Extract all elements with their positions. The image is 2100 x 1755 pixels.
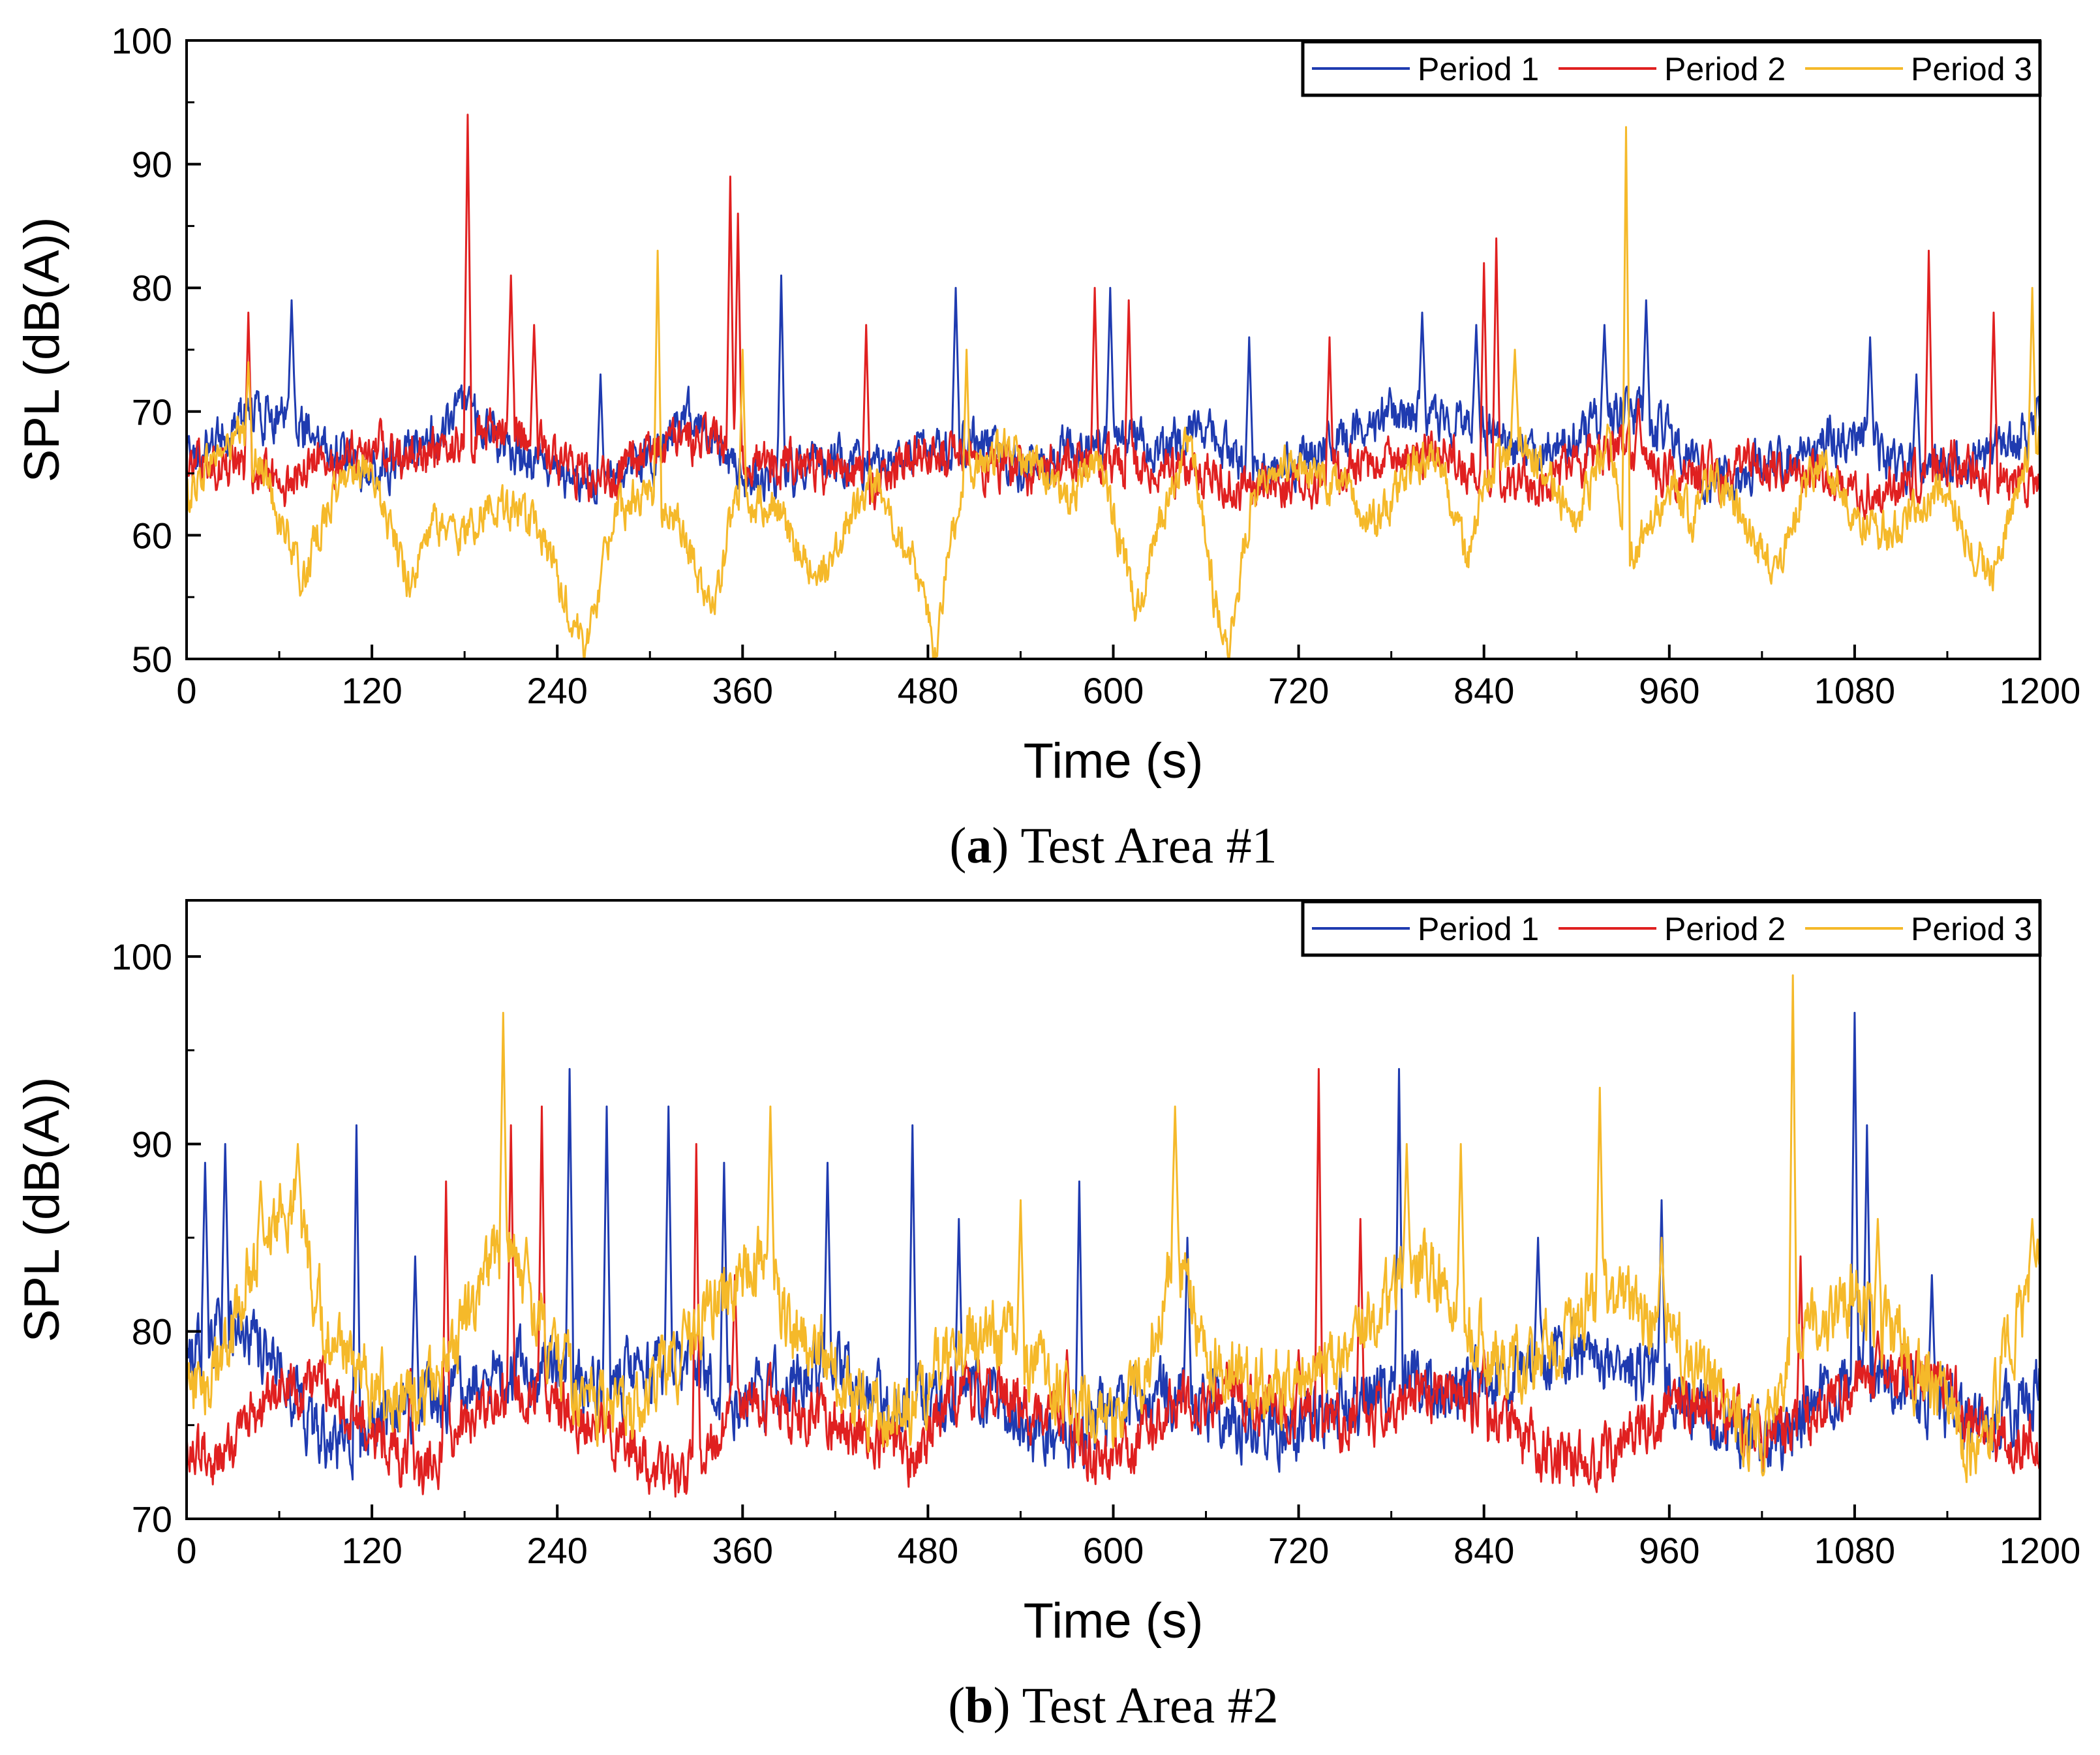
x-tick-label: 120 — [341, 670, 402, 711]
y-tick-label: 60 — [132, 515, 172, 556]
legend-box — [1301, 40, 2042, 97]
y-tick-label: 50 — [132, 639, 172, 680]
chart-panel-b: 0 120 240 360 480 600 720 840 960 1080 1200 70 80 90 1… — [14, 899, 2081, 1733]
x-tick-label: 600 — [1083, 1530, 1144, 1571]
legend-label-period-1: Period 1 — [1418, 911, 1539, 947]
panel-letter: a — [966, 817, 992, 874]
panel-letter: b — [965, 1677, 993, 1733]
x-axis-title: Time (s) — [1024, 733, 1204, 789]
x-tick-label: 0 — [176, 1530, 196, 1571]
series-line-period-3 — [187, 126, 2040, 659]
x-axis-title: Time (s) — [1024, 1593, 1204, 1649]
legend-label-period-2: Period 2 — [1664, 51, 1786, 87]
x-tick-label: 120 — [341, 1530, 402, 1571]
y-tick-label: 90 — [132, 1123, 172, 1165]
y-tick-label: 90 — [132, 144, 172, 185]
legend-label-period-2: Period 2 — [1664, 911, 1786, 947]
x-tick-label: 360 — [712, 670, 773, 711]
x-tick-label: 600 — [1083, 670, 1144, 711]
legend-label-period-1: Period 1 — [1418, 51, 1539, 87]
panel-caption-text: Test Area #1 — [1020, 817, 1277, 874]
y-tick-label: 80 — [132, 1311, 172, 1352]
x-tick-label: 840 — [1453, 670, 1514, 711]
x-tick-label: 360 — [712, 1530, 773, 1571]
x-tick-label: 240 — [526, 670, 587, 711]
y-axis-title: SPL (dB(A)) — [14, 217, 70, 483]
x-tick-label: 1080 — [1814, 670, 1896, 711]
x-tick-label: 1200 — [2000, 670, 2081, 711]
y-tick-label: 80 — [132, 267, 172, 309]
plot-area — [187, 114, 2040, 659]
x-tick-label: 1200 — [2000, 1530, 2081, 1571]
legend: Period 1 Period 2 Period 3 — [1301, 40, 2042, 97]
x-tick-label: 480 — [898, 1530, 958, 1571]
y-tick-label: 70 — [132, 1499, 172, 1540]
legend-box — [1301, 900, 2042, 957]
x-tick-label: 840 — [1453, 1530, 1514, 1571]
x-tick-label: 480 — [898, 670, 958, 711]
y-tick-label: 70 — [132, 391, 172, 433]
plot-area — [187, 974, 2040, 1498]
y-tick-label: 100 — [112, 936, 172, 977]
x-tick-label: 720 — [1268, 1530, 1329, 1571]
panel-caption: (a) Test Area #1 — [949, 817, 1277, 874]
series-line-period-3 — [187, 974, 2040, 1484]
y-axis-title: SPL (dB(A)) — [14, 1077, 70, 1343]
x-tick-label: 1080 — [1814, 1530, 1896, 1571]
legend: Period 1 Period 2 Period 3 — [1301, 900, 2042, 957]
legend-label-period-3: Period 3 — [1911, 911, 2032, 947]
y-tick-label: 100 — [112, 20, 172, 61]
panel-caption-text: Test Area #2 — [1022, 1677, 1279, 1733]
panel-caption: (b) Test Area #2 — [948, 1677, 1279, 1733]
series-line-period-2 — [187, 114, 2040, 521]
x-tick-label: 0 — [176, 670, 196, 711]
x-tick-label: 960 — [1639, 1530, 1699, 1571]
x-tick-label: 720 — [1268, 670, 1329, 711]
x-tick-label: 240 — [526, 1530, 587, 1571]
chart-panel-a: 0 120 240 360 480 600 720 840 960 1080 1200 50 60 70 8… — [14, 20, 2080, 874]
legend-label-period-3: Period 3 — [1911, 51, 2032, 87]
x-tick-label: 960 — [1639, 670, 1699, 711]
